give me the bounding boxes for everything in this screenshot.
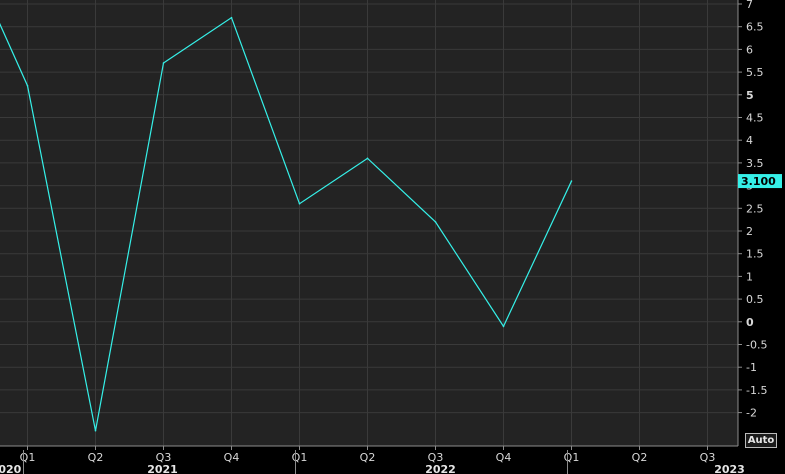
y-tick-label: 5.5	[746, 66, 764, 79]
data-point-2022-Q1	[366, 157, 369, 160]
data-point-2021-Q3	[230, 16, 233, 19]
x-tick-label: Q2	[88, 451, 104, 464]
x-tick-label: Q4	[496, 451, 512, 464]
y-tick-label: 7	[746, 0, 753, 11]
x-tick-label: Q3	[428, 451, 444, 464]
last-value-label: 3.100	[741, 175, 776, 188]
last-value-marker: 3.100	[738, 174, 782, 189]
year-label: 2021	[147, 463, 178, 474]
x-tick-label: Q3	[700, 451, 716, 464]
data-point-2022-Q4	[570, 180, 573, 182]
y-tick-label: -1	[746, 361, 757, 374]
data-point-2022-Q3	[502, 325, 505, 328]
data-point-2021-Q2	[162, 62, 165, 64]
x-tick-label: Q2	[632, 451, 648, 464]
y-tick-label: 4	[746, 134, 753, 147]
x-tick-label: Q3	[156, 451, 172, 464]
year-label: 2022	[425, 463, 456, 474]
y-tick-label: 4.5	[746, 112, 764, 125]
y-tick-label: 1	[746, 270, 753, 283]
y-axis: -2-1.5-1-0.500.511.522.533.544.555.566.5…	[738, 0, 767, 420]
y-tick-label: 6.5	[746, 21, 764, 34]
y-tick-label: 2.5	[746, 202, 764, 215]
y-tick-label: 6	[746, 43, 753, 56]
x-tick-label: Q1	[20, 451, 36, 464]
x-tick-label: Q2	[360, 451, 376, 464]
data-point-2020-Q4	[26, 84, 29, 87]
x-tick-label: Q4	[224, 451, 240, 464]
y-tick-label: 1.5	[746, 248, 764, 261]
y-tick-label: 0	[746, 316, 754, 329]
data-point-2022-Q2	[434, 221, 437, 223]
series-layer	[0, 16, 573, 432]
data-point-2021-Q4	[298, 202, 301, 205]
y-tick-label: 2	[746, 225, 753, 238]
y-tick-label: -0.5	[746, 339, 767, 352]
year-label: 2023	[714, 463, 745, 474]
last-value-box	[738, 174, 782, 189]
axes	[0, 0, 739, 447]
plot-area	[0, 0, 738, 446]
y-tick-label: 5	[746, 89, 754, 102]
x-tick-label: Q1	[564, 451, 580, 464]
y-tick-label: -2	[746, 407, 757, 420]
y-tick-label: 0.5	[746, 293, 764, 306]
y-tick-label: -1.5	[746, 384, 767, 397]
data-point-2021-Q1	[94, 429, 97, 432]
x-tick-label: Q1	[292, 451, 308, 464]
y-tick-label: 3.5	[746, 157, 764, 170]
auto-scale-button[interactable]: Auto	[745, 433, 777, 448]
series-line	[0, 16, 573, 431]
grid	[0, 0, 738, 446]
